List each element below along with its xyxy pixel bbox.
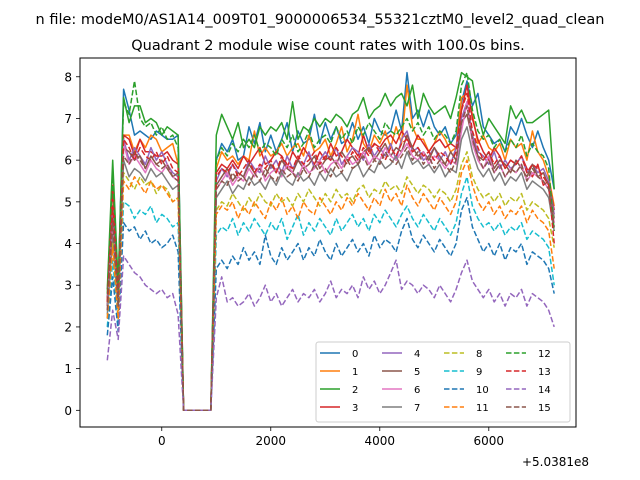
legend-label: 4 [414, 349, 420, 360]
legend-label: 2 [352, 385, 358, 396]
legend-label: 6 [414, 385, 420, 396]
legend-box [315, 341, 571, 423]
x-tick-label: 6000 [474, 434, 505, 448]
legend-label: 11 [476, 403, 489, 414]
y-tick-label: 5 [64, 195, 72, 209]
series-line-15 [106, 105, 555, 412]
legend-entry-2: 2 [320, 385, 358, 396]
legend-entry-6: 6 [382, 385, 420, 396]
y-tick-label: 1 [64, 362, 72, 376]
legend-entry-14: 14 [506, 385, 551, 396]
x-tick-label: 4000 [365, 434, 396, 448]
legend-entry-7: 7 [382, 403, 420, 414]
legend-label: 8 [476, 349, 482, 360]
legend-entry-4: 4 [382, 349, 420, 360]
legend-entry-9: 9 [444, 367, 482, 378]
y-tick-label: 3 [64, 279, 72, 293]
legend-entry-15: 15 [506, 403, 551, 414]
legend-entry-1: 1 [320, 367, 358, 378]
figure-suptitle: n file: modeM0/AS1A14_009T01_9000006534_… [36, 12, 605, 28]
legend-entry-0: 0 [320, 349, 358, 360]
legend-entry-8: 8 [444, 349, 482, 360]
legend-label: 14 [538, 385, 551, 396]
y-tick-label: 8 [64, 70, 72, 84]
legend-label: 3 [352, 403, 358, 414]
legend-label: 15 [538, 403, 551, 414]
x-offset-label: +5.0381e8 [522, 455, 589, 469]
chart-title: Quadrant 2 module wise count rates with … [131, 38, 525, 54]
legend-entry-5: 5 [382, 367, 420, 378]
y-tick-label: 6 [64, 154, 72, 168]
legend-label: 1 [352, 367, 358, 378]
legend-label: 9 [476, 367, 482, 378]
y-tick-label: 7 [64, 112, 72, 126]
y-axis: 0 1 2 3 4 5 6 7 8 [64, 70, 80, 418]
y-tick-label: 0 [64, 404, 72, 418]
series-line-14 [106, 255, 555, 412]
x-axis: 0 2000 4000 6000 [158, 427, 504, 448]
legend-label: 12 [538, 349, 551, 360]
x-tick-label: 0 [158, 434, 166, 448]
plot-frame [79, 57, 577, 428]
legend-label: 13 [538, 367, 551, 378]
x-tick-label: 2000 [255, 434, 286, 448]
y-tick-label: 2 [64, 320, 72, 334]
legend-label: 10 [476, 385, 489, 396]
series-layer [106, 71, 555, 412]
legend-entry-10: 10 [444, 385, 489, 396]
legend-label: 7 [414, 403, 420, 414]
legend-entry-3: 3 [320, 403, 358, 414]
legend-label: 0 [352, 349, 358, 360]
legend-entry-13: 13 [506, 367, 551, 378]
legend-entry-12: 12 [506, 349, 551, 360]
legend-entry-11: 11 [444, 403, 489, 414]
y-tick-label: 4 [64, 237, 72, 251]
legend-label: 5 [414, 367, 420, 378]
